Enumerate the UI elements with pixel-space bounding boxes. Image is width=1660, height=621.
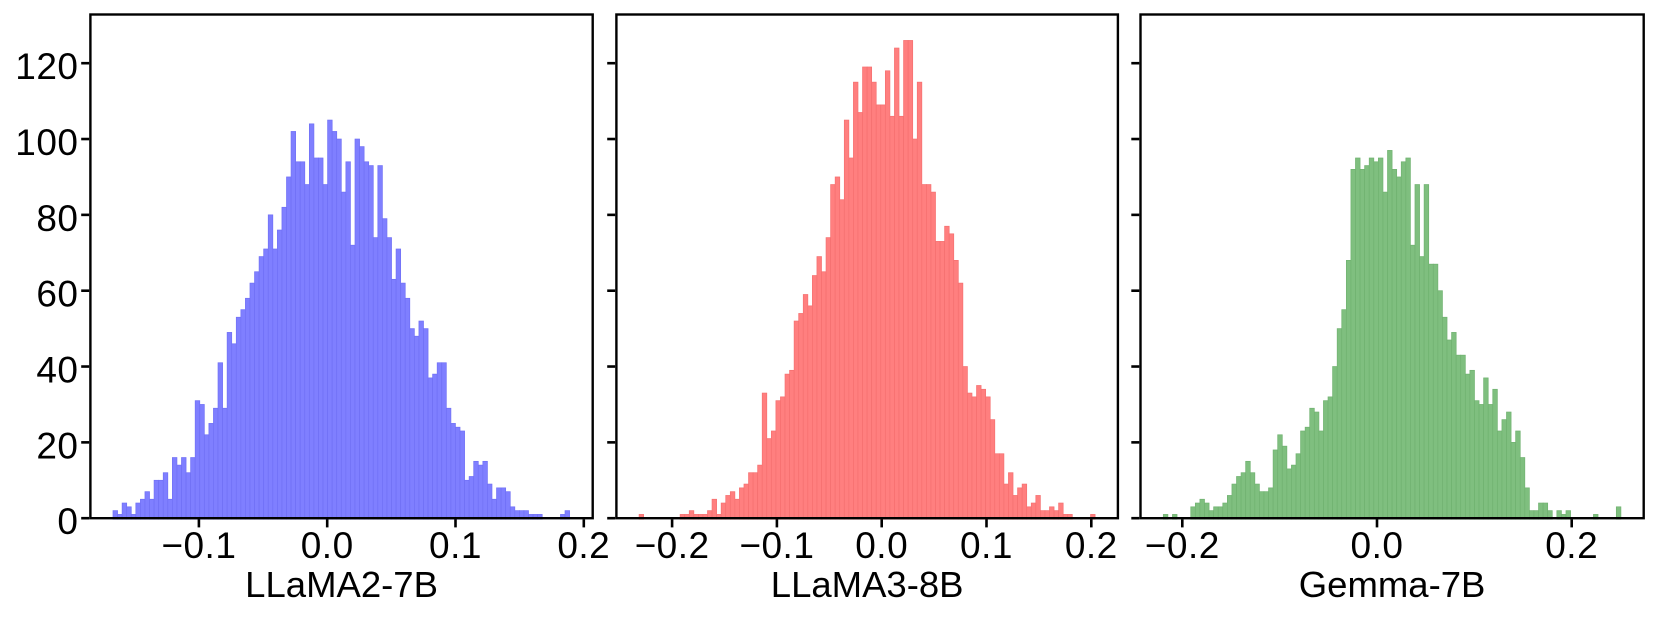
svg-text:0.2: 0.2 xyxy=(1545,525,1598,566)
svg-text:LLaMA3-8B: LLaMA3-8B xyxy=(771,564,964,605)
svg-text:80: 80 xyxy=(36,198,78,239)
svg-text:60: 60 xyxy=(36,274,78,315)
svg-text:−0.2: −0.2 xyxy=(635,525,710,566)
svg-text:20: 20 xyxy=(36,425,78,466)
svg-text:0.1: 0.1 xyxy=(429,525,482,566)
svg-text:−0.1: −0.1 xyxy=(161,525,236,566)
svg-text:LLaMA2-7B: LLaMA2-7B xyxy=(245,564,438,605)
svg-text:Gemma-7B: Gemma-7B xyxy=(1299,564,1486,605)
svg-text:40: 40 xyxy=(36,350,78,391)
svg-text:120: 120 xyxy=(15,46,78,87)
svg-text:0.1: 0.1 xyxy=(960,525,1013,566)
svg-text:0.2: 0.2 xyxy=(557,525,610,566)
svg-text:0: 0 xyxy=(57,501,78,542)
svg-text:−0.2: −0.2 xyxy=(1145,525,1220,566)
svg-text:−0.1: −0.1 xyxy=(739,525,814,566)
svg-text:0.0: 0.0 xyxy=(855,525,908,566)
svg-text:0.2: 0.2 xyxy=(1065,525,1118,566)
svg-text:0.0: 0.0 xyxy=(301,525,354,566)
svg-text:100: 100 xyxy=(15,122,78,163)
svg-text:0.0: 0.0 xyxy=(1351,525,1404,566)
